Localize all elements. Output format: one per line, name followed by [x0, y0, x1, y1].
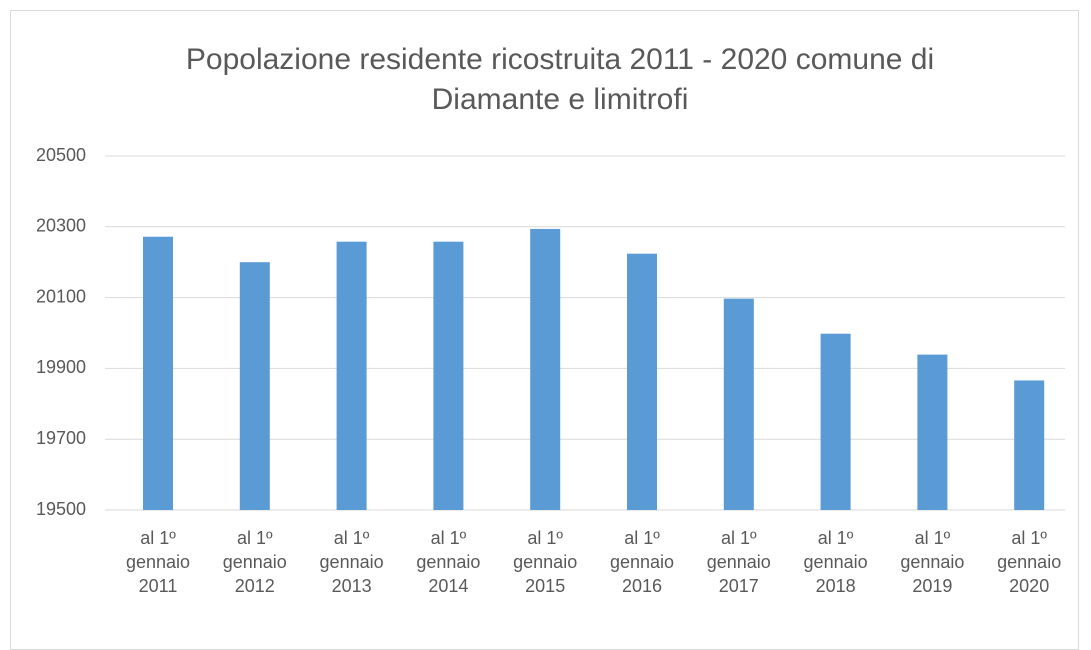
bar: [336, 241, 367, 510]
y-tick-label: 20300: [36, 216, 86, 236]
y-tick-label: 20500: [36, 145, 86, 165]
x-tick-label: al 1º gennaio 2016: [609, 528, 675, 596]
bar: [239, 262, 270, 510]
x-tick-label: al 1º gennaio 2019: [900, 528, 965, 596]
y-tick-label: 19900: [36, 357, 86, 377]
chart-title: Popolazione residente ricostruita 2011 -…: [185, 43, 935, 116]
page: Popolazione residente ricostruita 2011 -…: [10, 10, 1079, 650]
bar: [820, 333, 851, 510]
y-tick-label: 19700: [36, 428, 86, 448]
bar: [530, 228, 561, 510]
bar: [1014, 380, 1045, 510]
x-tick-label: al 1º gennaio 2013: [319, 528, 384, 596]
y-tick-label: 20100: [36, 286, 86, 306]
x-tick-label: al 1º gennaio 2015: [513, 528, 578, 596]
bar: [143, 236, 173, 510]
x-tick-label: al 1º gennaio 2011: [125, 528, 191, 596]
x-tick-label: al 1º gennaio 2014: [416, 528, 481, 596]
bar: [917, 354, 948, 510]
x-tick-label: al 1º gennaio 2012: [222, 528, 287, 596]
x-tick-label: al 1º gennaio 2020: [997, 528, 1062, 596]
bar: [433, 241, 464, 510]
x-tick-label: al 1º gennaio 2018: [803, 528, 868, 596]
chart: 19500 19700 19900 20100 20300 20500: [36, 145, 1065, 519]
bar: [627, 253, 657, 511]
x-tick-label: al 1º gennaio 2017: [706, 528, 771, 596]
bar: [723, 298, 754, 510]
y-tick-label: 19500: [36, 499, 86, 519]
